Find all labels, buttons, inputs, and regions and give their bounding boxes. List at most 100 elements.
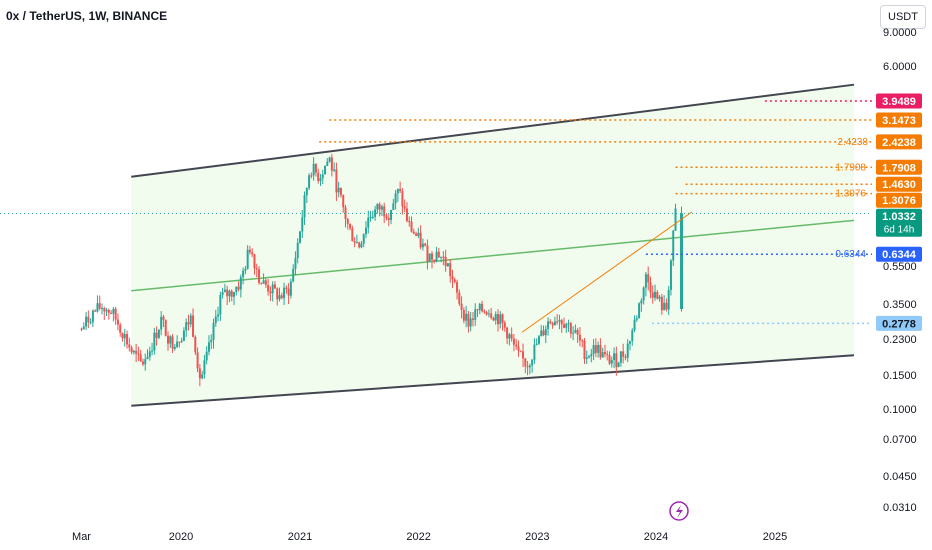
candle-body [392, 203, 395, 211]
candle-body [260, 282, 263, 284]
candle-body [85, 316, 88, 327]
candle-body [273, 284, 276, 289]
candle-body [301, 217, 304, 232]
candle-body [358, 242, 361, 248]
candle-body [369, 216, 372, 218]
candle-body [649, 282, 652, 293]
candle-body [410, 221, 413, 232]
candle-body [166, 335, 169, 344]
candle-body [619, 351, 622, 363]
candle-body [287, 288, 290, 296]
x-tick-label: Mar [72, 531, 91, 543]
candle-body [449, 263, 452, 277]
candle-body [433, 259, 436, 262]
candle-body [469, 318, 472, 327]
candle-body [387, 217, 390, 220]
candle-body [360, 243, 363, 248]
candle-body [219, 294, 222, 315]
level-left-label: 0.6344 [835, 249, 866, 260]
price-tag-text: 3.9489 [882, 96, 916, 108]
candle-body [424, 243, 427, 246]
axis-layer: 9.0000 6.0000 0.5500 0.3500 0.2300 0.1500 0.10… [72, 27, 917, 543]
price-tag-1.4630 [876, 176, 922, 192]
candle-body [100, 308, 103, 310]
candle-body [394, 193, 397, 204]
candle-body [442, 256, 445, 258]
candle-body [337, 187, 340, 193]
candle-body [367, 217, 370, 228]
candle-body [462, 309, 465, 321]
candle-body [524, 358, 527, 367]
y-tick-label: 0.2300 [883, 334, 917, 346]
candle-body [506, 327, 509, 339]
candle-body [451, 276, 454, 280]
candle-body [205, 351, 208, 361]
candle-body [663, 302, 666, 311]
candle-body [626, 343, 629, 358]
candle-body [446, 263, 449, 267]
candle-body [242, 270, 245, 278]
candle-body [674, 208, 677, 231]
candle-body [383, 206, 386, 217]
candle-body [458, 292, 461, 304]
candle-body [537, 336, 540, 344]
candle-body [510, 334, 513, 339]
candle-body [405, 208, 408, 222]
candle-body [562, 324, 565, 328]
candle-body [262, 280, 265, 284]
candle-body [198, 368, 201, 379]
candle-body [335, 169, 338, 193]
candle-body [542, 330, 545, 336]
candle-body [132, 350, 135, 353]
y-tick-label: 0.0700 [883, 434, 917, 446]
candle-body [169, 336, 172, 344]
candle-body [588, 356, 591, 358]
candle-body [517, 346, 520, 351]
candle-body [478, 303, 481, 311]
candle-body [531, 359, 534, 366]
candle-body [251, 252, 254, 255]
x-tick-label: 2025 [763, 531, 787, 543]
candle-body [312, 163, 315, 176]
candle-body [146, 356, 149, 360]
y-tick-label: 0.1500 [883, 370, 917, 382]
candle-body [526, 366, 529, 368]
y-tick-label: 0.0310 [883, 502, 917, 514]
candle-body [107, 309, 110, 313]
candle-body [232, 292, 235, 297]
candle-body [353, 241, 356, 243]
candle-body [560, 320, 563, 325]
candle-body [187, 322, 190, 325]
price-tag-2.4238 [876, 134, 922, 150]
currency-button[interactable]: USDT [880, 5, 926, 29]
candle-body [647, 274, 650, 283]
candle-body [230, 290, 233, 297]
price-tag-text: 1.0332 [882, 211, 916, 223]
candle-body [103, 308, 106, 312]
candle-body [417, 232, 420, 236]
candle-body [613, 353, 616, 360]
price-tag-1.7908 [876, 159, 922, 175]
candle-body [321, 174, 324, 179]
candle-body [110, 312, 113, 314]
candle-body [660, 296, 663, 311]
candle-body [512, 338, 515, 345]
price-tag-1.0332 [876, 208, 922, 237]
countdown-text: 6d 14h [884, 225, 915, 236]
candle-body [444, 256, 447, 267]
y-tick-label: 0.0450 [883, 471, 917, 483]
candle-body [362, 234, 365, 244]
candle-body [324, 166, 327, 175]
candle-body [658, 296, 661, 299]
candle-body [128, 344, 131, 348]
candle-body [483, 311, 486, 313]
candle-body [594, 345, 597, 353]
candle-body [515, 344, 518, 347]
candle-body [194, 336, 197, 353]
candle-body [426, 245, 429, 262]
candle-body [374, 209, 377, 217]
candle-body [633, 319, 636, 331]
candle-body [437, 251, 440, 258]
price-tag-1.3076 [876, 192, 922, 208]
